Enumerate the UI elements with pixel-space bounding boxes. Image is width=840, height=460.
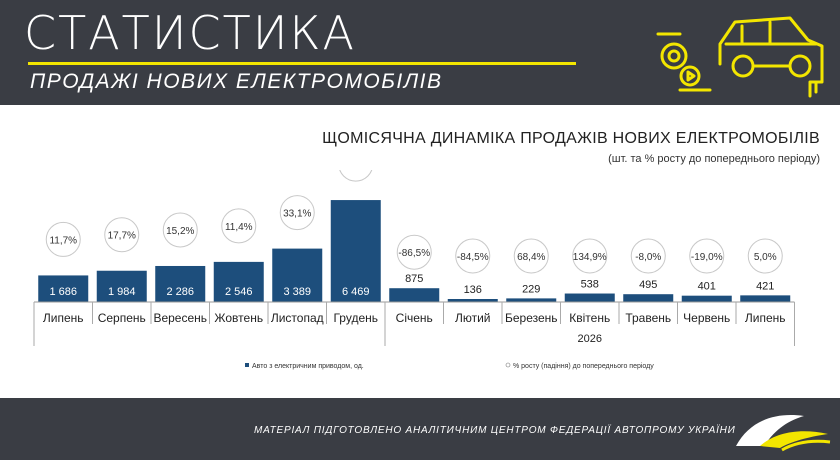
page-subtitle: ПРОДАЖІ НОВИХ ЕЛЕКТРОМОБІЛІВ — [30, 70, 443, 93]
growth-bubble — [339, 170, 373, 182]
chart-title: ЩОМІСЯЧНА ДИНАМІКА ПРОДАЖІВ НОВИХ ЕЛЕКТР… — [322, 130, 820, 147]
category-label: Серпень — [98, 311, 146, 325]
category-label: Жовтень — [214, 311, 263, 325]
bar-value-label: 538 — [581, 279, 599, 291]
growth-label: -19,0% — [691, 252, 723, 263]
growth-label: 5,0% — [754, 252, 777, 263]
growth-bubble — [396, 234, 432, 270]
growth-label: -86,5% — [398, 248, 430, 259]
footer-banner: МАТЕРІАЛ ПІДГОТОВЛЕНО АНАЛІТИЧНИМ ЦЕНТРО… — [0, 398, 840, 460]
growth-bubble — [689, 238, 725, 274]
growth-bubble — [747, 238, 783, 274]
bar — [213, 261, 264, 302]
growth-label: 90,9% — [342, 170, 370, 171]
bar — [38, 275, 89, 302]
bar-value-label: 2 286 — [166, 286, 194, 298]
category-label: Червень — [683, 311, 730, 325]
growth-label: 17,7% — [108, 231, 136, 242]
bar — [447, 299, 498, 302]
growth-label: 11,7% — [49, 235, 77, 246]
category-label: Квітень — [569, 311, 610, 325]
footer-credit: МАТЕРІАЛ ПІДГОТОВЛЕНО АНАЛІТИЧНИМ ЦЕНТРО… — [254, 425, 736, 436]
growth-label: -84,5% — [457, 252, 489, 263]
bar — [681, 295, 732, 302]
header-banner: СТАТИСТИКА ПРОДАЖІ НОВИХ ЕЛЕКТРОМОБІЛІВ — [0, 0, 840, 105]
bar — [564, 293, 615, 302]
growth-bubble — [279, 195, 315, 231]
category-label: Лютий — [455, 311, 491, 325]
legend-label-bar: Авто з електричним приводом, од. — [252, 363, 364, 370]
bar-value-label: 495 — [639, 279, 657, 291]
year-label: 2026 — [578, 333, 602, 345]
growth-label: 134,9% — [573, 252, 607, 263]
growth-bubble — [513, 238, 549, 274]
bar-value-label: 401 — [698, 281, 716, 293]
category-label: Вересень — [153, 311, 207, 325]
bar-value-label: 136 — [464, 284, 482, 296]
bar — [740, 295, 791, 302]
legend-swatch-bar — [245, 363, 249, 367]
category-label: Травень — [625, 311, 671, 325]
growth-bubble — [630, 238, 666, 274]
category-label: Липень — [43, 311, 84, 325]
bar-value-label: 875 — [405, 273, 423, 285]
legend-label-growth: % росту (падіння) до попереднього період… — [513, 362, 654, 370]
bar — [506, 298, 557, 302]
bar — [330, 200, 381, 302]
bar — [155, 265, 206, 302]
bar-chart: 1 686 11,7% 1 984 17,7% 2 286 15,2% 2 546 11,4%… — [33, 170, 795, 370]
bar — [389, 288, 440, 302]
growth-bubble — [162, 212, 198, 248]
growth-label: -8,0% — [635, 252, 661, 263]
legend-swatch-growth — [505, 362, 511, 368]
growth-label: 11,4% — [225, 222, 253, 233]
growth-label: 68,4% — [517, 252, 545, 263]
category-label: Березень — [505, 311, 558, 325]
bar — [272, 248, 323, 302]
bar — [96, 270, 147, 302]
growth-bubble — [104, 217, 140, 253]
federation-logo-icon — [736, 415, 831, 452]
growth-bubble — [572, 238, 608, 274]
growth-bubble — [455, 238, 491, 274]
category-label: Липень — [745, 311, 786, 325]
growth-label: 33,1% — [283, 209, 311, 220]
growth-bubble — [221, 208, 257, 244]
title-underline — [28, 62, 576, 65]
bar-value-label: 2 546 — [225, 286, 253, 298]
category-label: Грудень — [333, 311, 378, 325]
category-label: Листопад — [271, 311, 324, 325]
category-label: Січень — [396, 311, 433, 325]
electric-car-icon — [656, 16, 824, 98]
bar-value-label: 421 — [756, 280, 774, 292]
bar-value-label: 3 389 — [283, 286, 311, 298]
bar-value-label: 1 686 — [49, 286, 77, 298]
bar-value-label: 1 984 — [108, 286, 136, 298]
bar-value-label: 229 — [522, 283, 540, 295]
growth-label: 15,2% — [166, 226, 194, 237]
bar — [623, 294, 674, 302]
growth-bubble — [45, 221, 81, 257]
chart-subtitle: (шт. та % росту до попереднього періоду) — [608, 153, 820, 165]
bar-value-label: 6 469 — [342, 286, 370, 298]
page-title: СТАТИСТИКА — [24, 6, 356, 60]
